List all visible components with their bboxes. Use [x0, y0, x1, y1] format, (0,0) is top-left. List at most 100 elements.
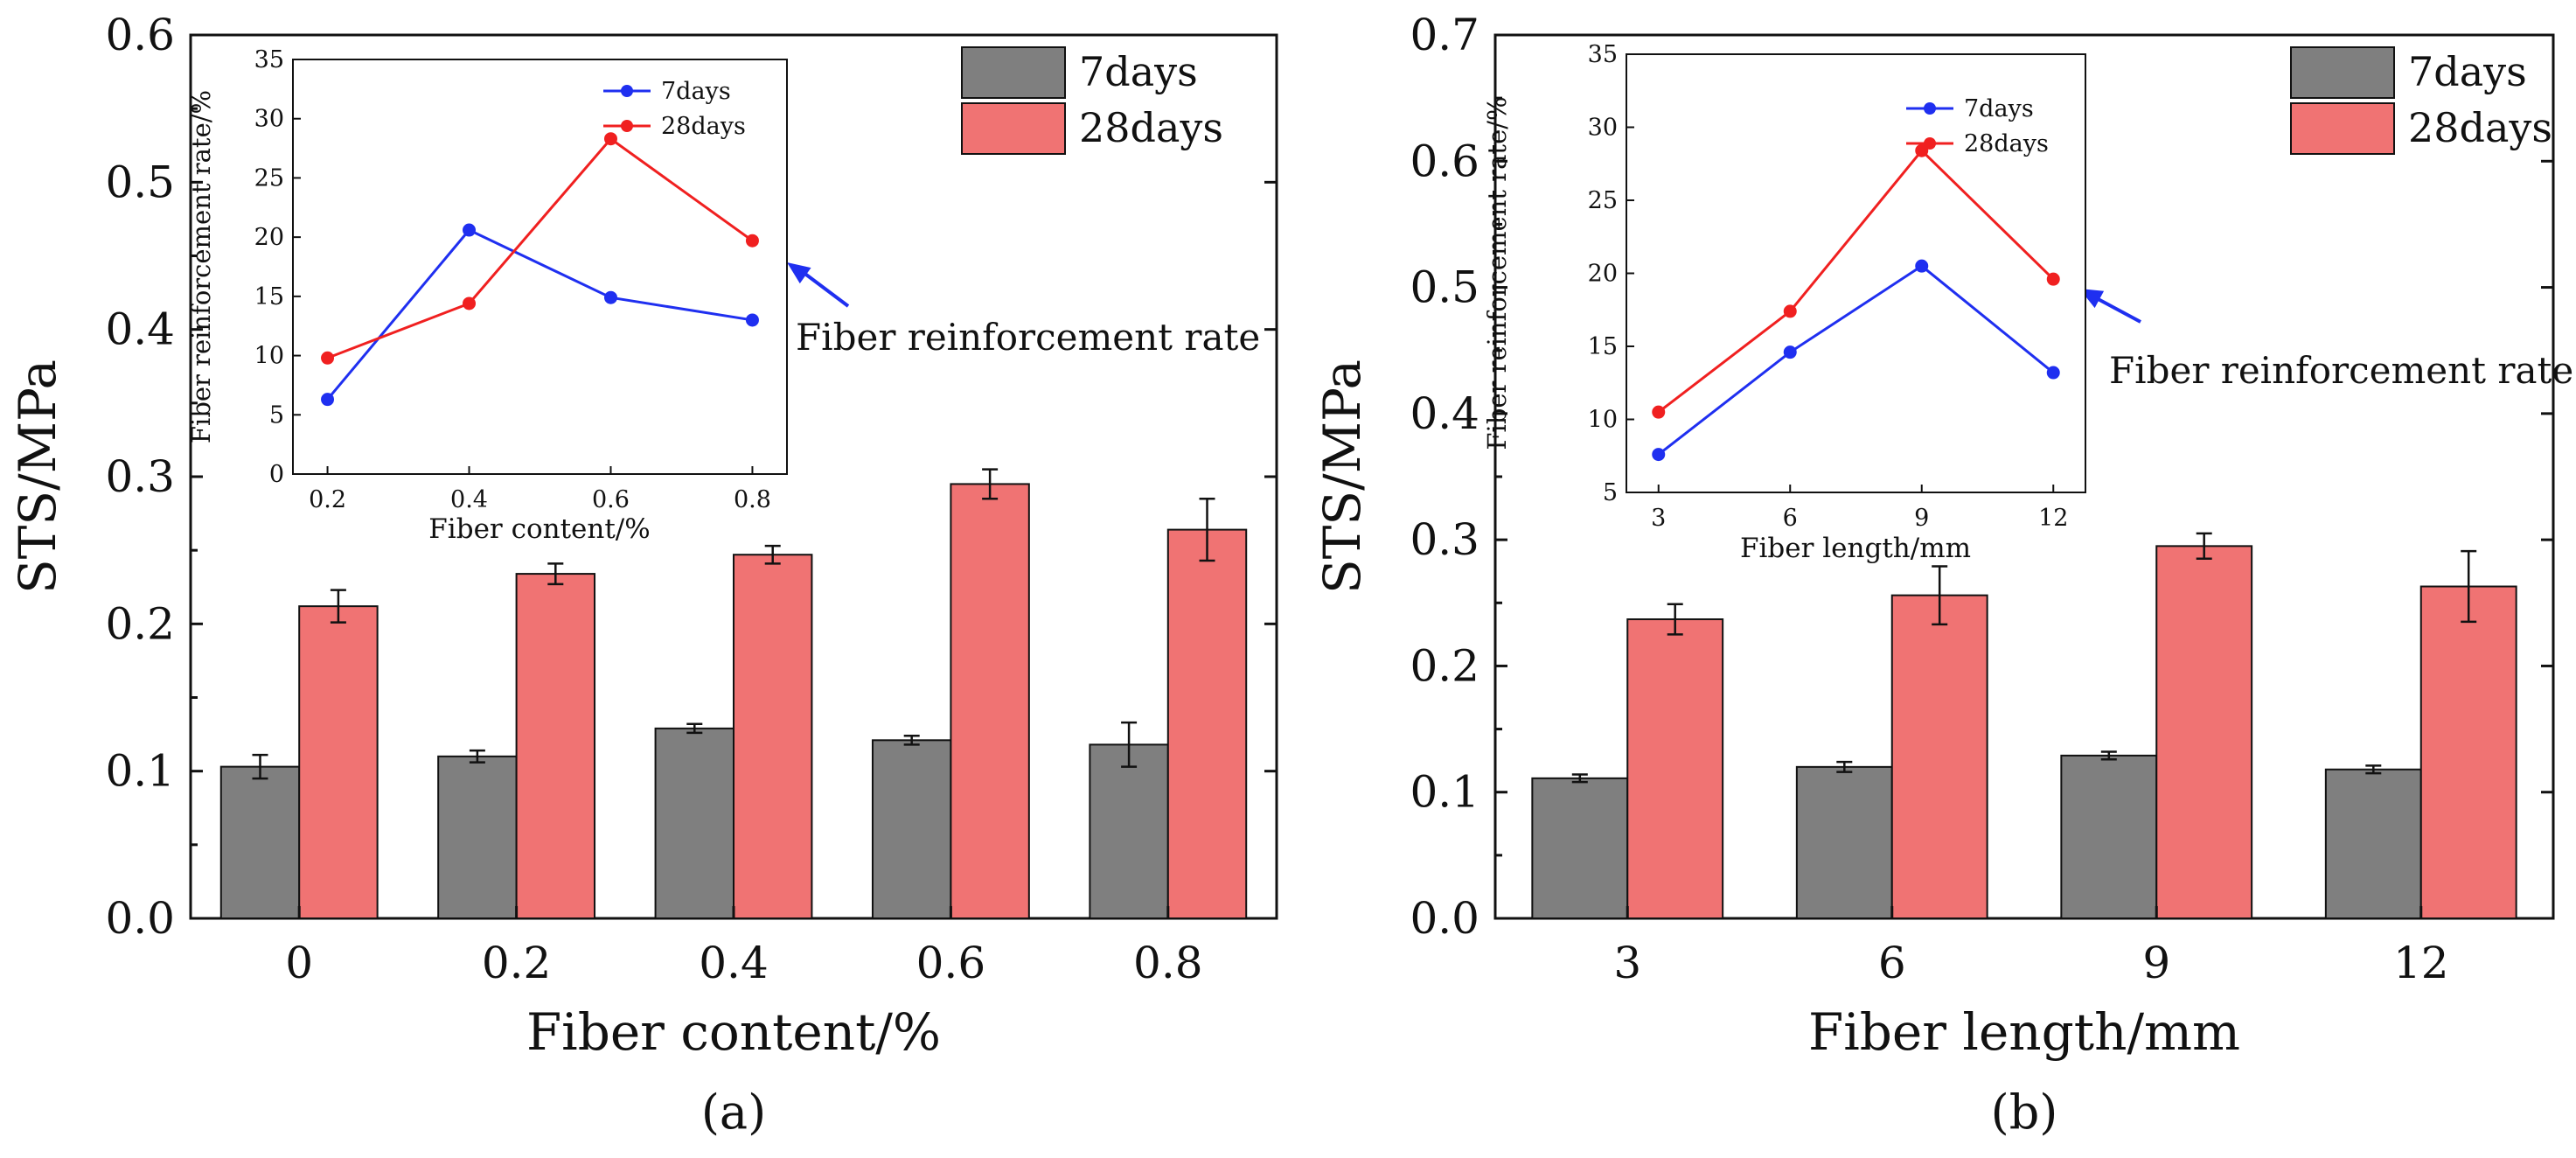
y-tick-label: 0.5 [105, 157, 175, 207]
legend-label: 7days [2408, 48, 2527, 95]
bar-28days [515, 573, 596, 919]
inset-point-7days [1652, 448, 1666, 462]
bar-28days [733, 554, 813, 919]
inset-point-7days [1783, 345, 1797, 359]
inset-y-tick-label: 15 [254, 283, 284, 310]
x-tick-label: 3 [1613, 938, 1641, 988]
inset-legend-marker-28days [621, 120, 633, 132]
inset-y-tick-label: 35 [254, 46, 284, 73]
inset-point-7days [603, 290, 617, 304]
inset-y-tick-label: 25 [1588, 187, 1618, 214]
inset-line-7days [1657, 264, 2055, 456]
y-tick-label: 0.6 [105, 10, 175, 60]
inset-x-tick-label: 0.6 [592, 486, 630, 513]
inset-y-tick-label: 20 [254, 224, 284, 251]
bar-28days [950, 483, 1030, 920]
y-tick-label: 0.7 [1410, 10, 1479, 60]
legend-label: 28days [2408, 104, 2552, 151]
inset-x-tick-label: 0.2 [309, 486, 346, 513]
inset-y-tick-label: 15 [1588, 333, 1618, 360]
inset-y-tick-label: 10 [254, 343, 284, 370]
panel-a: 0.0 0.1 0.2 0.3 0.4 0.5 0.6 0 0.2 0.4 0.6 0.8 Fiber … [8, 10, 1278, 1140]
inset-x-axis-title: Fiber content/% [428, 513, 650, 545]
y-tick-label: 0.3 [105, 451, 175, 502]
bar-7days [1795, 765, 1893, 919]
panel-b: 0.0 0.1 0.2 0.3 0.4 0.5 0.6 0.7 3 6 9 12 Fiber lengt… [1312, 10, 2573, 1140]
x-tick-label: 12 [2393, 938, 2449, 988]
x-tick-label: 0.4 [699, 938, 769, 988]
y-axis-title: STS/MPa [8, 359, 67, 594]
x-tick-label: 0.8 [1133, 938, 1203, 988]
inset-y-tick-label: 5 [269, 401, 284, 429]
inset-x-tick-label: 6 [1783, 505, 1798, 532]
inset-y-tick-label: 0 [269, 461, 284, 488]
y-tick-label: 0.2 [1410, 640, 1479, 691]
bar-7days [654, 727, 735, 919]
x-tick-label: 9 [2142, 938, 2170, 988]
inset-point-28days [1783, 304, 1797, 318]
annotation-text: Fiber reinforcement rate [796, 316, 1260, 359]
annotation-arrow-shaft [797, 268, 850, 308]
inset-point-28days [321, 351, 335, 365]
legend-label: 28days [1079, 104, 1223, 151]
annotation-text: Fiber reinforcement rate [2109, 349, 2573, 392]
inset-y-tick-label: 25 [254, 164, 284, 192]
y-tick-label: 0.1 [1410, 767, 1479, 818]
inset-point-28days [603, 132, 617, 146]
y-tick-label: 0.2 [105, 598, 175, 649]
y-tick-label: 0.6 [1410, 136, 1479, 186]
panel-label: (b) [1991, 1085, 2058, 1140]
bar-28days [1626, 618, 1724, 919]
inset-y-axis-title: Fiber reinforcement rate/% [1482, 96, 1512, 450]
legend-swatch-7days [2290, 46, 2395, 99]
inset-legend-marker-28days [1924, 137, 1936, 150]
inset-x-tick-label: 3 [1651, 505, 1666, 532]
y-tick-label: 0.4 [1410, 388, 1479, 439]
x-axis-title: Fiber length/mm [1808, 1002, 2240, 1062]
inset-point-28days [463, 296, 477, 310]
inset-y-tick-label: 35 [1588, 41, 1618, 68]
inset-point-28days [745, 234, 759, 248]
legend-swatch-7days [961, 46, 1066, 99]
inset-point-7days [1915, 259, 1929, 273]
bar-7days [871, 739, 952, 919]
x-axis-title: Fiber content/% [526, 1002, 941, 1062]
inset-y-tick-label: 30 [1588, 115, 1618, 142]
inset-point-7days [745, 313, 759, 327]
y-tick-label: 0.1 [105, 746, 175, 797]
inset-line-7days [326, 228, 753, 401]
inset-chart: 0 5 10 15 20 25 30 35 0.2 0.4 0.6 0.8 Fiber content/… [186, 46, 788, 545]
y-tick-label: 0.4 [105, 304, 175, 355]
inset-point-7days [321, 393, 335, 407]
x-tick-label: 0.2 [482, 938, 552, 988]
inset-x-axis-title: Fiber length/mm [1740, 533, 1971, 564]
bar-28days [2155, 545, 2253, 919]
inset-x-tick-label: 0.4 [450, 486, 488, 513]
inset-legend-label: 28days [661, 113, 746, 140]
bar-7days [2060, 754, 2158, 919]
bar-7days [219, 765, 301, 919]
inset-chart: 5 10 15 20 25 30 35 3 6 9 12 Fiber length/mm Fiber r… [1482, 41, 2086, 564]
inset-x-tick-label: 9 [1914, 505, 1929, 532]
inset-legend-label: 28days [1964, 130, 2049, 157]
inset-legend-marker-7days [621, 85, 633, 97]
y-axis-title: STS/MPa [1312, 359, 1372, 594]
inset-x-tick-label: 0.8 [734, 486, 771, 513]
panel-label: (a) [701, 1085, 766, 1140]
legend-swatch-28days [961, 102, 1066, 155]
inset-point-28days [2046, 272, 2060, 286]
y-tick-label: 0.0 [105, 893, 175, 944]
inset-point-7days [463, 223, 477, 237]
legend-label: 7days [1079, 48, 1198, 95]
x-tick-label: 0 [285, 938, 313, 988]
inset-point-28days [1652, 405, 1666, 419]
bar-7days [437, 755, 518, 919]
inset-y-tick-label: 5 [1603, 479, 1618, 506]
bar-28days [1166, 528, 1248, 919]
inset-y-axis-title: Fiber reinforcement rate/% [186, 90, 216, 443]
bar-7days [2324, 768, 2422, 919]
legend-swatch-28days [2290, 102, 2395, 155]
y-tick-label: 0.5 [1410, 262, 1479, 313]
inset-legend-label: 7days [661, 78, 731, 105]
